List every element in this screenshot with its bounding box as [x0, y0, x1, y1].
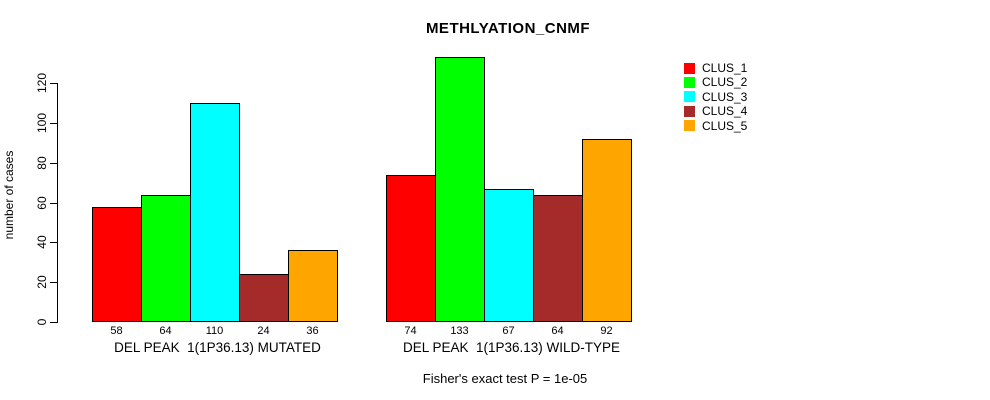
y-axis-tick	[50, 123, 57, 124]
bar-value-label: 92	[600, 325, 613, 337]
x-axis-group-label: DEL PEAK 1(1P36.13) WILD-TYPE	[402, 340, 621, 355]
chart-title: METHLYATION_CNMF	[425, 20, 591, 37]
y-axis-line	[57, 83, 58, 323]
bar-value-label: 24	[257, 325, 270, 337]
legend-label: CLUS_5	[702, 118, 748, 133]
legend-swatch-clus_5	[684, 120, 695, 132]
legend-swatch-clus_4	[684, 105, 695, 117]
bar-clus_3	[190, 103, 240, 323]
bar-value-label: 74	[404, 325, 417, 337]
legend-swatch-clus_3	[684, 91, 695, 103]
bar-clus_2	[141, 194, 191, 322]
y-axis-tick	[50, 202, 57, 204]
y-tick-label: 100	[35, 112, 49, 134]
legend-item-clus_2: CLUS_2	[684, 76, 747, 88]
legend: CLUS_1 CLUS_2 CLUS_3 CLUS_4 CLUS_5	[684, 62, 747, 134]
legend-label: CLUS_4	[702, 104, 748, 119]
y-tick-label: 60	[35, 195, 49, 210]
bar-value-label: 67	[502, 325, 515, 337]
bar-clus_2	[435, 57, 485, 323]
legend-label: CLUS_2	[702, 75, 748, 90]
y-axis-tick	[50, 282, 57, 284]
legend-label: CLUS_1	[702, 61, 748, 75]
bar-clus_4	[239, 274, 289, 323]
legend-item-clus_3: CLUS_3	[684, 91, 747, 103]
bar-clus_1	[92, 206, 142, 322]
bar-value-label: 64	[551, 325, 564, 337]
legend-label: CLUS_3	[702, 89, 748, 104]
legend-item-clus_5: CLUS_5	[684, 120, 747, 132]
legend-swatch-clus_2	[684, 76, 695, 88]
legend-swatch-clus_1	[684, 62, 695, 74]
bar-value-label: 110	[205, 325, 224, 337]
legend-item-clus_4: CLUS_4	[684, 105, 747, 117]
bar-clus_5	[582, 138, 632, 322]
annotation-fisher-test: Fisher's exact test P = 1e-05	[422, 371, 588, 386]
bar-clus_3	[484, 188, 534, 322]
x-axis-group-label: DEL PEAK 1(1P36.13) MUTATED	[114, 340, 321, 355]
y-tick-label: 80	[35, 156, 49, 170]
bar-clus_5	[288, 250, 338, 323]
y-axis-tick	[50, 242, 57, 244]
bar-value-label: 64	[159, 325, 172, 337]
y-axis-tick	[50, 162, 57, 164]
bar-value-label: 36	[306, 325, 319, 337]
y-tick-label: 120	[35, 73, 49, 94]
y-tick-label: 40	[35, 235, 49, 250]
y-axis-tick	[50, 322, 57, 323]
bar-clus_1	[386, 174, 436, 322]
legend-item-clus_1: CLUS_1	[684, 62, 747, 74]
y-axis-tick	[50, 83, 57, 85]
bar-value-label: 58	[110, 325, 123, 337]
y-tick-label: 20	[35, 275, 49, 289]
bar-value-label: 133	[450, 325, 469, 337]
bar-clus_4	[533, 194, 583, 322]
y-tick-label: 0	[35, 318, 49, 326]
